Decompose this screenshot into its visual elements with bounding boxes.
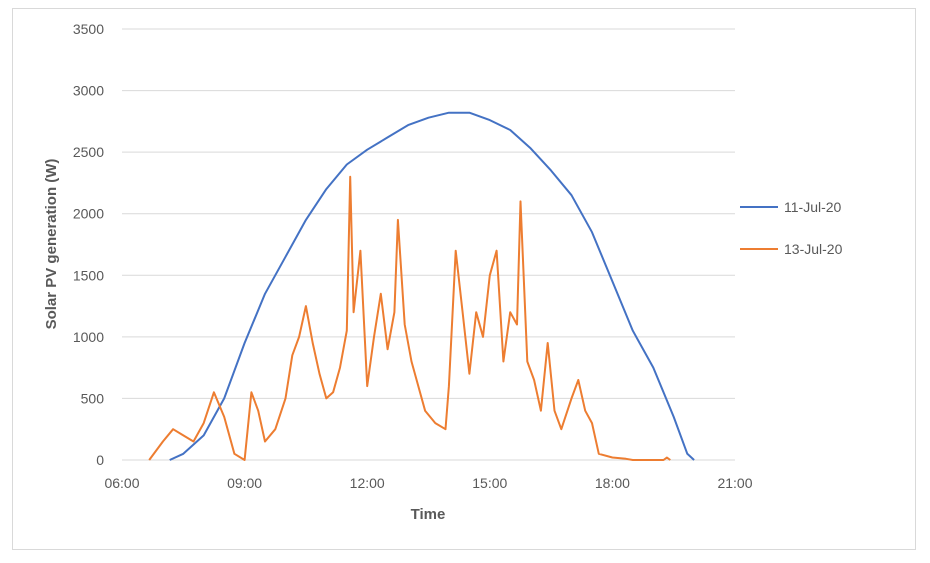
x-tick-label: 06:00 [104,475,139,491]
gridlines [122,28,735,461]
y-axis-label: Solar PV generation (W) [43,159,60,330]
x-tick-label: 09:00 [227,475,262,491]
x-axis-label: Time [411,506,446,523]
series-lines [148,111,695,461]
series-line-13-Jul-20 [148,175,671,461]
x-tick-labels: 06:00 09:00 12:00 15:00 18:00 21:00 [104,475,752,491]
y-tick-label: 3000 [73,83,104,99]
y-tick-label: 3500 [73,21,104,37]
y-tick-labels: 0 500 1000 1500 2000 2500 3000 3500 [73,21,104,468]
y-tick-label: 2500 [73,144,104,160]
y-tick-label: 1500 [73,267,104,283]
y-tick-label: 1000 [73,329,104,345]
x-tick-label: 18:00 [595,475,630,491]
y-tick-label: 500 [81,390,105,406]
y-tick-label: 0 [96,452,104,468]
x-tick-label: 21:00 [717,475,752,491]
x-tick-label: 15:00 [472,475,507,491]
legend-label: 11-Jul-20 [784,199,842,215]
y-tick-label: 2000 [73,206,104,222]
x-tick-label: 12:00 [350,475,385,491]
legend: 11-Jul-20 13-Jul-20 [740,199,843,257]
legend-label: 13-Jul-20 [784,241,843,257]
series-line-11-Jul-20 [169,111,695,461]
